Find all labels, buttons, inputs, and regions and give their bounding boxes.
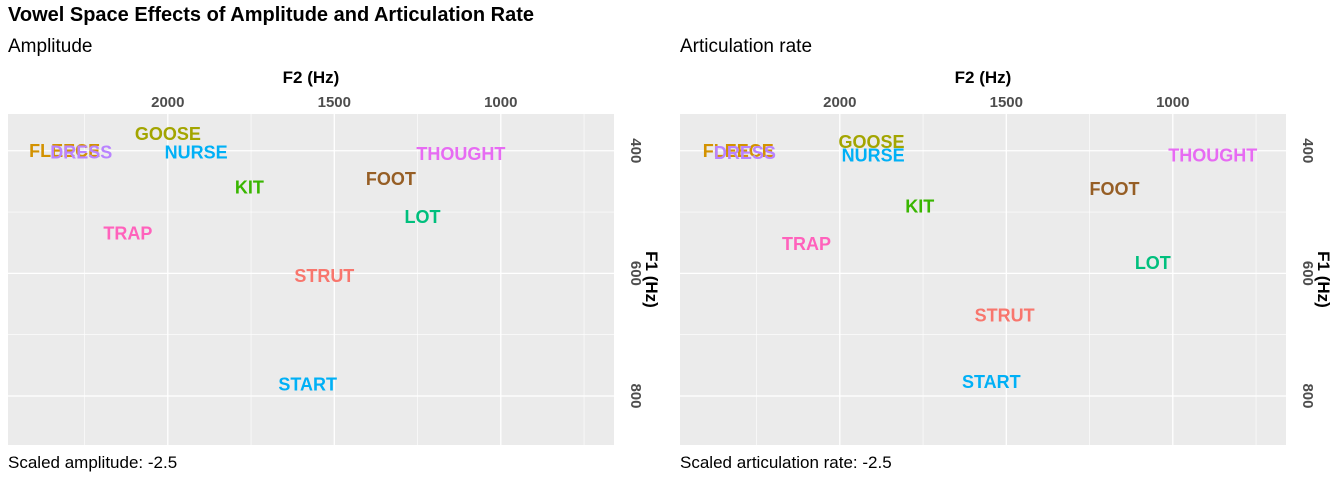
y-tick-label: 800 — [1299, 383, 1316, 408]
vowel-label-kit: KIT — [235, 178, 264, 198]
panel-title: Amplitude — [8, 36, 93, 57]
x-axis-title: F2 (Hz) — [955, 68, 1012, 87]
vowel-label-fleece: FLEECE — [703, 141, 774, 161]
x-axis-title: F2 (Hz) — [283, 68, 340, 87]
vowel-label-foot: FOOT — [366, 169, 416, 189]
vowel-label-kit: KIT — [905, 197, 934, 217]
vowel-label-lot: LOT — [1135, 253, 1171, 273]
vowel-label-dress: DRESS — [50, 143, 112, 163]
vowel-label-thought: THOUGHT — [1168, 146, 1257, 166]
y-axis-title: F1 (Hz) — [642, 251, 661, 308]
x-tick-label: 1000 — [484, 94, 517, 111]
y-tick-label: 600 — [627, 261, 644, 286]
y-tick-label: 400 — [627, 138, 644, 163]
y-axis-title: F1 (Hz) — [1314, 251, 1333, 308]
vowel-label-dress: DRESS — [714, 143, 776, 163]
vowel-label-nurse: NURSE — [165, 143, 228, 163]
y-tick-label: 600 — [1299, 261, 1316, 286]
vowel-label-strut: STRUT — [294, 266, 354, 286]
vowel-label-trap: TRAP — [782, 234, 831, 254]
vowel-label-foot: FOOT — [1090, 179, 1140, 199]
x-tick-label: 1500 — [990, 94, 1023, 111]
vowel-label-fleece: FLEECE — [29, 141, 100, 161]
vowel-label-start: START — [962, 372, 1021, 392]
vowel-label-strut: STRUT — [975, 306, 1035, 326]
x-tick-label: 1000 — [1156, 94, 1189, 111]
vowel-label-thought: THOUGHT — [416, 144, 505, 164]
main-title: Vowel Space Effects of Amplitude and Art… — [8, 4, 535, 26]
plot-background — [8, 114, 614, 445]
caption: Scaled amplitude: -2.5 — [8, 453, 177, 472]
plot-background — [680, 114, 1286, 445]
panel-title: Articulation rate — [680, 36, 812, 57]
vowel-label-lot: LOT — [405, 207, 441, 227]
vowel-label-nurse: NURSE — [842, 146, 905, 166]
x-tick-label: 2000 — [151, 94, 184, 111]
x-tick-label: 1500 — [318, 94, 351, 111]
vowel-label-trap: TRAP — [103, 224, 152, 244]
vowel-label-goose: GOOSE — [838, 132, 904, 152]
y-tick-label: 400 — [1299, 138, 1316, 163]
y-tick-label: 800 — [627, 383, 644, 408]
x-tick-label: 2000 — [823, 94, 856, 111]
vowel-label-goose: GOOSE — [135, 124, 201, 144]
caption: Scaled articulation rate: -2.5 — [680, 453, 892, 472]
articulation-rate-chart: Articulation rate 2000 1500 1000 F2 (Hz) 400 6… — [680, 36, 1333, 472]
vowel-label-start: START — [278, 374, 337, 394]
amplitude-chart: Amplitude 2000 1500 1000 F2 (Hz) 400 600 800 F1 … — [8, 36, 661, 472]
